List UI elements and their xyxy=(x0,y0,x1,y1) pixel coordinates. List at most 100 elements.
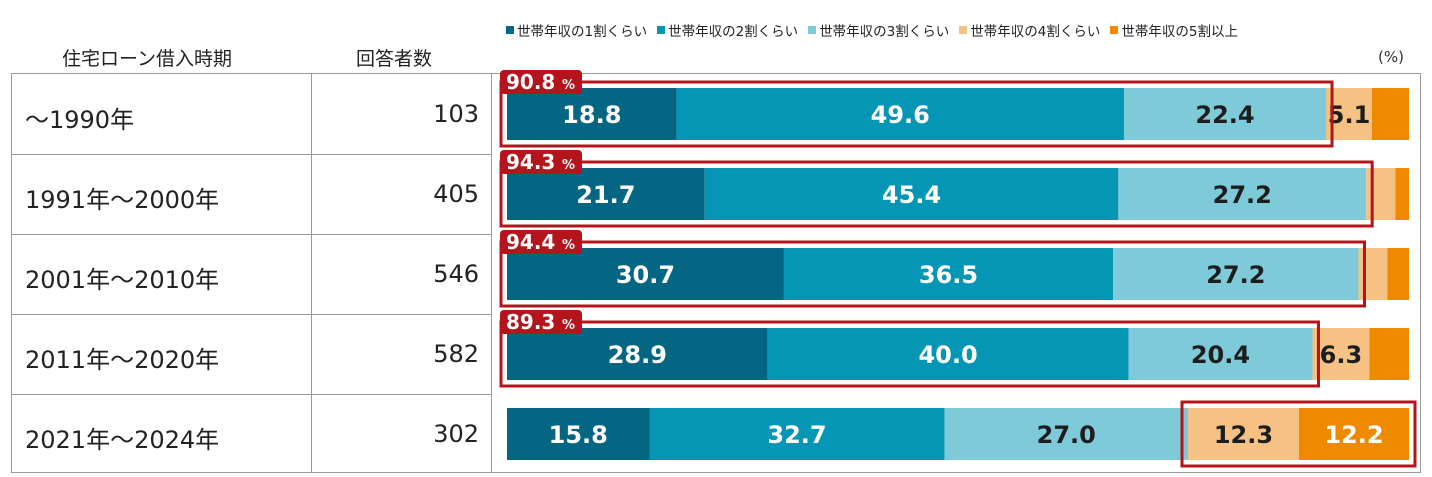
period-cell: 1991年～2000年 xyxy=(25,186,220,214)
bar-segment xyxy=(1395,168,1409,220)
bar-value-label: 27.0 xyxy=(1037,421,1096,449)
bar-value-label: 28.9 xyxy=(608,341,667,369)
cumulative-total-label: 90.8 xyxy=(506,70,555,94)
period-column-header: 住宅ローン借入時期 xyxy=(62,48,233,70)
legend-item: 世帯年収の3割くらい xyxy=(808,20,949,40)
legend-label: 世帯年収の3割くらい xyxy=(819,24,950,40)
cumulative-total-label: 94.4 xyxy=(506,230,555,254)
bar-segment xyxy=(649,408,945,460)
bar-segment xyxy=(1312,328,1370,380)
bar-segment xyxy=(1366,168,1396,220)
count-cell: 582 xyxy=(433,340,479,368)
row-divider xyxy=(12,154,491,155)
bar-value-label: 36.5 xyxy=(919,261,978,289)
bar-value-label: 30.7 xyxy=(616,261,675,289)
bar-value-label: 18.8 xyxy=(562,101,621,129)
legend-swatch xyxy=(657,26,666,34)
cumulative-total-tag xyxy=(500,150,582,174)
bar-value-label: 22.4 xyxy=(1195,101,1254,129)
legend-swatch xyxy=(959,26,968,34)
bar-segment xyxy=(783,248,1114,300)
bar-segment xyxy=(1372,88,1409,140)
highlight-frame xyxy=(1180,400,1417,468)
bar-value-label: 32.7 xyxy=(767,421,826,449)
bar-value-label: 27.2 xyxy=(1213,181,1272,209)
bar-segment xyxy=(676,88,1124,140)
bar-segment xyxy=(944,408,1189,460)
bar-segment xyxy=(767,328,1129,380)
highlight-frame xyxy=(499,80,1334,148)
row-divider xyxy=(12,234,491,235)
bar-segment xyxy=(1369,328,1409,380)
column-divider xyxy=(491,74,492,472)
bar-value-label: 45.4 xyxy=(882,181,941,209)
bar-value-label: 20.4 xyxy=(1191,341,1250,369)
highlight-frame xyxy=(499,160,1374,228)
bar-segment xyxy=(1188,408,1299,460)
count-column-header: 回答者数 xyxy=(356,48,433,70)
table-row: ～1990年 103 xyxy=(12,74,1420,154)
bar-value-label: 15.8 xyxy=(549,421,608,449)
cumulative-total-unit: % xyxy=(562,238,575,253)
bar-segment xyxy=(1326,88,1373,140)
row-divider xyxy=(12,394,491,395)
bar-value-label: 5.1 xyxy=(1328,101,1371,129)
cumulative-total-unit: % xyxy=(562,78,575,93)
bar-segment xyxy=(1128,328,1313,380)
count-cell: 103 xyxy=(433,100,479,128)
bar-value-label: 6.3 xyxy=(1320,341,1363,369)
table-row: 2001年～2010年 546 xyxy=(12,234,1420,314)
legend-swatch xyxy=(506,26,514,34)
bar-segment xyxy=(1358,248,1388,300)
legend-item: 世帯年収の4割くらい xyxy=(959,20,1100,40)
bar-segment xyxy=(1298,408,1409,460)
legend-swatch xyxy=(808,26,817,34)
cumulative-total-unit: % xyxy=(562,318,575,333)
cumulative-total-unit: % xyxy=(562,158,575,173)
unit-label: (%) xyxy=(1378,48,1404,66)
legend-label: 世帯年収の2割くらい xyxy=(668,24,799,40)
cumulative-total-label: 89.3 xyxy=(506,310,555,334)
period-cell: 2021年～2024年 xyxy=(25,426,220,454)
bar-segment xyxy=(1113,248,1359,300)
period-cell: ～1990年 xyxy=(25,106,135,134)
legend-item: 世帯年収の2割くらい xyxy=(657,20,798,40)
bar-segment xyxy=(507,168,705,220)
cumulative-total-tag xyxy=(500,70,582,94)
legend-label: 世帯年収の4割くらい xyxy=(970,24,1101,40)
highlight-frame xyxy=(499,240,1366,308)
bar-value-label: 12.3 xyxy=(1214,421,1273,449)
bar-segment xyxy=(1118,168,1367,220)
legend-label: 世帯年収の5割以上 xyxy=(1121,24,1238,40)
chart-legend: 世帯年収の1割くらい 世帯年収の2割くらい 世帯年収の3割くらい 世帯年収の4割… xyxy=(506,20,1238,40)
row-divider xyxy=(12,314,491,315)
period-cell: 2011年～2020年 xyxy=(25,346,220,374)
table-row: 2021年～2024年 302 xyxy=(12,394,1420,474)
cumulative-total-tag xyxy=(500,310,582,334)
table-row: 2011年～2020年 582 xyxy=(12,314,1420,394)
legend-swatch xyxy=(1110,26,1119,34)
bar-segment xyxy=(704,168,1119,220)
bar-segment xyxy=(507,408,650,460)
highlight-frame xyxy=(499,320,1320,388)
count-cell: 546 xyxy=(433,260,479,288)
bar-value-label: 27.2 xyxy=(1206,261,1265,289)
bar-value-label: 21.7 xyxy=(576,181,635,209)
legend-item: 世帯年収の1割くらい xyxy=(506,20,647,40)
bar-segment xyxy=(1123,88,1327,140)
column-divider xyxy=(311,74,312,472)
count-cell: 405 xyxy=(433,180,479,208)
legend-label: 世帯年収の1割くらい xyxy=(517,24,648,40)
count-cell: 302 xyxy=(433,420,479,448)
bar-segment xyxy=(507,328,768,380)
bar-segment xyxy=(507,88,677,140)
legend-item: 世帯年収の5割以上 xyxy=(1110,20,1238,40)
cumulative-total-tag xyxy=(500,230,582,254)
bar-value-label: 40.0 xyxy=(918,341,977,369)
cumulative-total-label: 94.3 xyxy=(506,150,555,174)
period-cell: 2001年～2010年 xyxy=(25,266,220,294)
bar-segment xyxy=(1387,248,1409,300)
bar-segment xyxy=(507,248,784,300)
bar-value-label: 49.6 xyxy=(871,101,930,129)
